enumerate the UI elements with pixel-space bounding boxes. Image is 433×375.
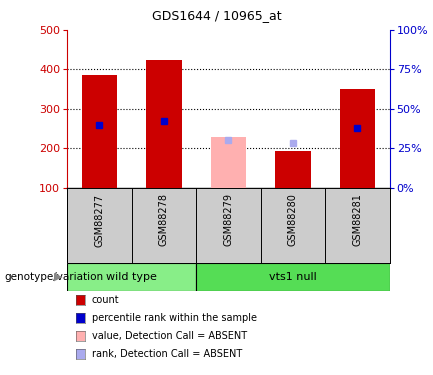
Text: genotype/variation: genotype/variation bbox=[4, 272, 103, 282]
Text: GSM88277: GSM88277 bbox=[94, 194, 104, 247]
Text: count: count bbox=[92, 295, 120, 305]
Text: GSM88280: GSM88280 bbox=[288, 194, 298, 246]
Text: vts1 null: vts1 null bbox=[269, 272, 317, 282]
Text: GDS1644 / 10965_at: GDS1644 / 10965_at bbox=[152, 9, 281, 22]
Bar bbox=[82, 75, 117, 188]
Bar bbox=[340, 89, 375, 188]
Bar bbox=[67, 262, 196, 291]
Text: GSM88278: GSM88278 bbox=[159, 194, 169, 246]
Text: rank, Detection Call = ABSENT: rank, Detection Call = ABSENT bbox=[92, 349, 242, 359]
Text: GSM88279: GSM88279 bbox=[223, 194, 233, 246]
Text: ▶: ▶ bbox=[54, 272, 63, 282]
Text: percentile rank within the sample: percentile rank within the sample bbox=[92, 313, 257, 323]
Bar bbox=[196, 262, 390, 291]
Text: wild type: wild type bbox=[106, 272, 157, 282]
Bar bbox=[211, 137, 246, 188]
Bar bbox=[146, 60, 181, 188]
Text: GSM88281: GSM88281 bbox=[352, 194, 362, 246]
Bar bbox=[275, 151, 310, 188]
Text: value, Detection Call = ABSENT: value, Detection Call = ABSENT bbox=[92, 331, 247, 341]
